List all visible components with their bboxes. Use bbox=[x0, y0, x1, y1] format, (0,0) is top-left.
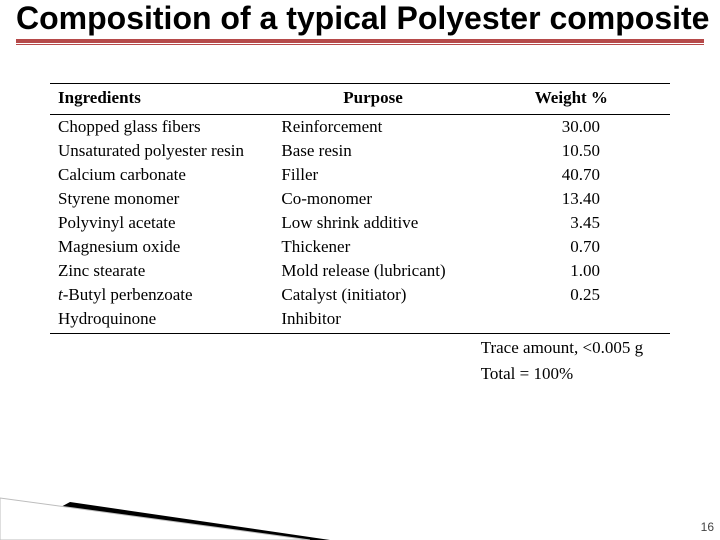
footer-cell: Trace amount, <0.005 g bbox=[473, 333, 670, 360]
table-row: Zinc stearateMold release (lubricant)1.0… bbox=[50, 259, 670, 283]
table-footer-row: Total = 100% bbox=[50, 360, 670, 386]
cell-weight: 0.70 bbox=[473, 235, 670, 259]
cell-weight: 1.00 bbox=[473, 259, 670, 283]
composition-table: Ingredients Purpose Weight % Chopped gla… bbox=[50, 83, 670, 386]
column-header-ingredients: Ingredients bbox=[50, 83, 273, 114]
page-number: 16 bbox=[701, 520, 714, 534]
cell-purpose: Base resin bbox=[273, 139, 472, 163]
cell-weight: 13.40 bbox=[473, 187, 670, 211]
cell-weight: 10.50 bbox=[473, 139, 670, 163]
table-row: t-Butyl perbenzoateCatalyst (initiator)0… bbox=[50, 283, 670, 307]
table-row: Unsaturated polyester resinBase resin10.… bbox=[50, 139, 670, 163]
cell-weight bbox=[473, 307, 670, 334]
corner-decoration bbox=[0, 480, 330, 540]
cell-ingredient: Magnesium oxide bbox=[50, 235, 273, 259]
column-header-purpose: Purpose bbox=[273, 83, 472, 114]
table-row: Styrene monomerCo-monomer13.40 bbox=[50, 187, 670, 211]
cell-ingredient: Zinc stearate bbox=[50, 259, 273, 283]
cell-purpose: Co-monomer bbox=[273, 187, 472, 211]
cell-purpose: Inhibitor bbox=[273, 307, 472, 334]
cell-weight: 30.00 bbox=[473, 114, 670, 139]
cell-purpose: Low shrink additive bbox=[273, 211, 472, 235]
title-underline bbox=[16, 39, 704, 45]
cell-ingredient: t-Butyl perbenzoate bbox=[50, 283, 273, 307]
cell-purpose: Filler bbox=[273, 163, 472, 187]
footer-cell: Total = 100% bbox=[473, 360, 670, 386]
column-header-weight: Weight % bbox=[473, 83, 670, 114]
cell-purpose: Mold release (lubricant) bbox=[273, 259, 472, 283]
cell-ingredient: Unsaturated polyester resin bbox=[50, 139, 273, 163]
cell-ingredient: Polyvinyl acetate bbox=[50, 211, 273, 235]
cell-ingredient: Styrene monomer bbox=[50, 187, 273, 211]
slide-title: Composition of a typical Polyester compo… bbox=[0, 0, 720, 37]
table-row: HydroquinoneInhibitor bbox=[50, 307, 670, 334]
cell-weight: 0.25 bbox=[473, 283, 670, 307]
table-row: Magnesium oxideThickener0.70 bbox=[50, 235, 670, 259]
cell-weight: 3.45 bbox=[473, 211, 670, 235]
cell-ingredient: Chopped glass fibers bbox=[50, 114, 273, 139]
cell-weight: 40.70 bbox=[473, 163, 670, 187]
cell-ingredient: Calcium carbonate bbox=[50, 163, 273, 187]
cell-purpose: Catalyst (initiator) bbox=[273, 283, 472, 307]
cell-ingredient: Hydroquinone bbox=[50, 307, 273, 334]
composition-table-container: Ingredients Purpose Weight % Chopped gla… bbox=[50, 83, 670, 386]
cell-purpose: Reinforcement bbox=[273, 114, 472, 139]
table-row: Chopped glass fibersReinforcement30.00 bbox=[50, 114, 670, 139]
table-row: Calcium carbonateFiller40.70 bbox=[50, 163, 670, 187]
table-row: Polyvinyl acetateLow shrink additive3.45 bbox=[50, 211, 670, 235]
cell-purpose: Thickener bbox=[273, 235, 472, 259]
table-footer-row: Trace amount, <0.005 g bbox=[50, 333, 670, 360]
